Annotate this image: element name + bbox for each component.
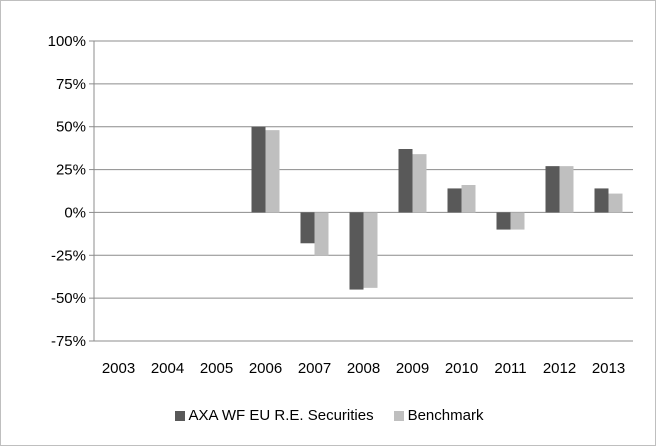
y-tick-label: 100% bbox=[48, 33, 86, 50]
bar-axa-2012 bbox=[545, 166, 560, 213]
bar-axa-2013 bbox=[594, 188, 609, 213]
x-tick-label: 2008 bbox=[347, 360, 380, 377]
legend-label-axa: AXA WF EU R.E. Securities bbox=[188, 407, 374, 424]
bar-benchmark-2013 bbox=[608, 193, 623, 213]
legend-swatch-axa bbox=[174, 410, 185, 421]
bar-axa-2010 bbox=[447, 188, 462, 213]
x-tick-label: 2012 bbox=[543, 360, 576, 377]
x-tick-label: 2006 bbox=[249, 360, 282, 377]
y-tick-label: 75% bbox=[56, 76, 86, 93]
y-tick-label: 50% bbox=[56, 119, 86, 136]
x-tick-label: 2005 bbox=[200, 360, 233, 377]
x-tick-label: 2007 bbox=[298, 360, 331, 377]
bar-benchmark-2011 bbox=[510, 212, 525, 230]
legend: AXA WF EU R.E. Securities Benchmark bbox=[1, 407, 656, 424]
bar-axa-2007 bbox=[300, 212, 315, 244]
bar-benchmark-2006 bbox=[265, 130, 280, 213]
bar-benchmark-2007 bbox=[314, 212, 329, 256]
x-tick-label: 2003 bbox=[102, 360, 135, 377]
y-tick-label: -50% bbox=[51, 290, 86, 307]
x-tick-label: 2004 bbox=[151, 360, 184, 377]
bar-axa-2011 bbox=[496, 212, 511, 230]
bar-axa-2009 bbox=[398, 149, 413, 213]
bar-benchmark-2012 bbox=[559, 166, 574, 213]
legend-item-axa: AXA WF EU R.E. Securities bbox=[174, 407, 374, 424]
bar-benchmark-2010 bbox=[461, 185, 476, 213]
y-tick-label: -75% bbox=[51, 333, 86, 350]
x-tick-label: 2011 bbox=[494, 360, 526, 377]
legend-item-benchmark: Benchmark bbox=[393, 407, 484, 424]
bar-benchmark-2009 bbox=[412, 154, 427, 213]
x-tick-label: 2009 bbox=[396, 360, 429, 377]
x-tick-label: 2010 bbox=[445, 360, 478, 377]
bar-benchmark-2008 bbox=[363, 212, 378, 288]
y-tick-label: -25% bbox=[51, 247, 86, 264]
bar-axa-2008 bbox=[349, 212, 364, 290]
x-tick-label: 2013 bbox=[592, 360, 625, 377]
bar-axa-2006 bbox=[251, 126, 266, 213]
legend-label-benchmark: Benchmark bbox=[407, 407, 484, 424]
y-tick-label: 0% bbox=[64, 204, 86, 221]
y-tick-label: 25% bbox=[56, 162, 86, 179]
legend-swatch-benchmark bbox=[393, 410, 404, 421]
